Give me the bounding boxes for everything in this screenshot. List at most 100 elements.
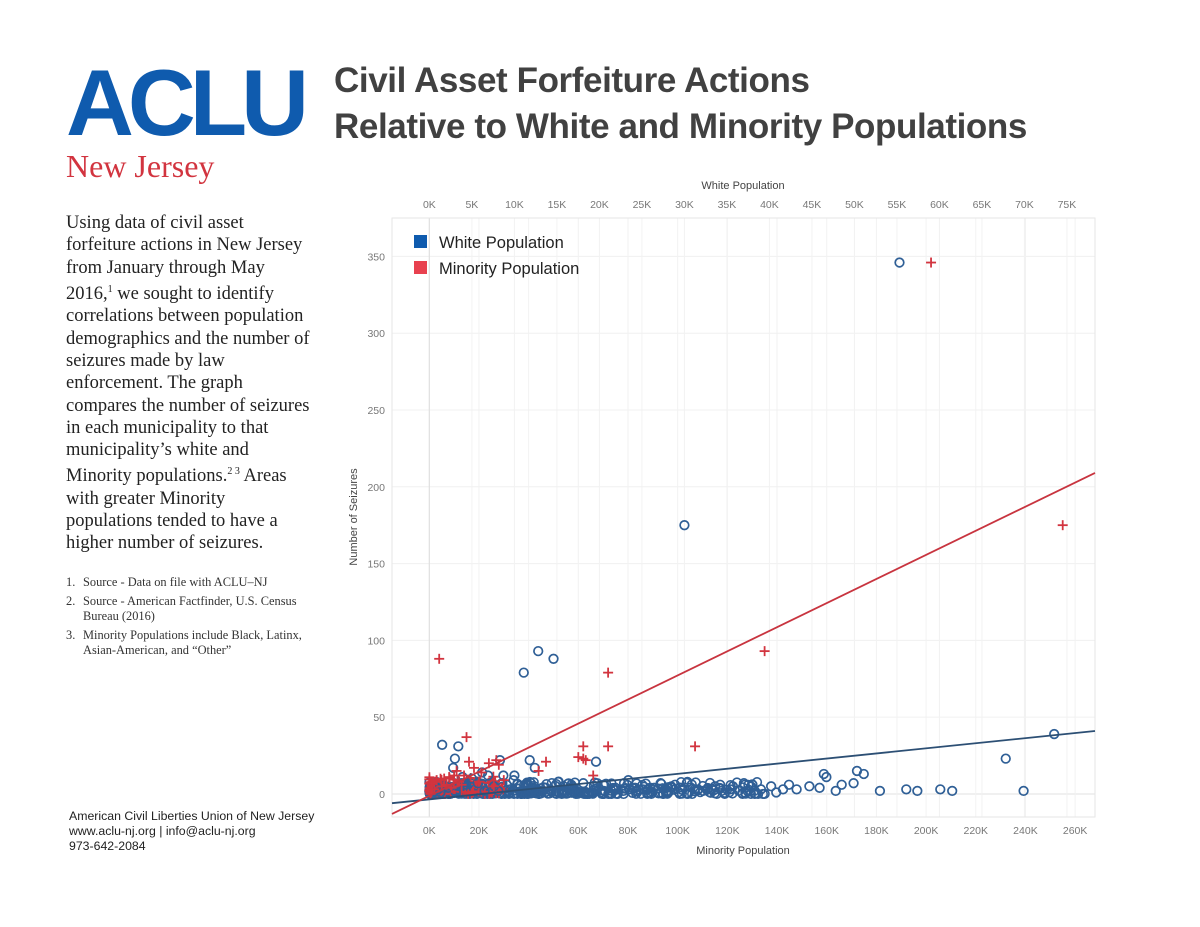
x-bottom-axis-title: Minority Population	[696, 845, 790, 857]
y-tick-label: 250	[367, 405, 385, 417]
point-white-population	[598, 785, 609, 797]
cluster-point-white	[542, 788, 553, 799]
title-line-1: Civil Asset Forfeiture Actions	[334, 61, 810, 100]
cluster-point-white	[606, 778, 617, 789]
org-name: American Civil Liberties Union of New Je…	[69, 809, 315, 823]
x-top-tick-label: 0K	[423, 199, 436, 211]
y-tick-label: 100	[367, 635, 385, 647]
point-minority-population	[533, 765, 544, 776]
plot-frame	[391, 217, 1096, 818]
x-top-tick-label: 30K	[675, 199, 694, 211]
point-white-population	[830, 785, 841, 797]
x-bottom-tick-label: 20K	[470, 825, 489, 837]
point-white-population	[662, 785, 673, 797]
x-top-tick-label: 10K	[505, 199, 524, 211]
x-top-tick-label: 15K	[548, 199, 567, 211]
y-tick-label: 0	[379, 789, 385, 801]
cluster-point-white	[757, 788, 768, 800]
cluster-point-white	[681, 777, 692, 788]
point-minority-population	[473, 776, 484, 787]
point-minority-population	[578, 741, 589, 752]
point-minority-population	[541, 756, 552, 767]
x-bottom-tick-label: 240K	[1013, 825, 1038, 837]
x-top-tick-label: 70K	[1015, 199, 1034, 211]
footnote-text: Source - American Factfinder, U.S. Censu…	[83, 594, 297, 623]
cluster-point-white	[528, 780, 539, 792]
point-white-population	[1000, 753, 1011, 764]
point-minority-population	[461, 732, 472, 743]
x-top-tick-label: 25K	[633, 199, 652, 211]
intro-paragraph: Using data of civil asset forfeiture act…	[66, 212, 316, 555]
point-minority-population	[580, 755, 591, 766]
point-white-population	[518, 667, 529, 678]
point-white-population	[709, 781, 721, 792]
x-top-tick-label: 40K	[760, 199, 779, 211]
cluster-point-white	[618, 788, 629, 800]
intro-text-b: we sought to identify correlations betwe…	[66, 284, 310, 487]
x-top-axis-ticks: 0K 5K 10K 15K 20K 25K 30K 35K 40K 45K 50K 55K 60K 65K…	[423, 199, 1076, 211]
x-bottom-tick-label: 220K	[963, 825, 988, 837]
x-top-tick-label: 5K	[465, 199, 478, 211]
page-title: Civil Asset Forfeiture Actions Relative …	[334, 58, 1027, 150]
point-white-population	[533, 645, 544, 657]
point-white-population	[935, 784, 946, 795]
point-white-population	[508, 774, 519, 786]
x-bottom-tick-label: 140K	[765, 825, 790, 837]
point-white-population	[814, 782, 825, 793]
legend: White Population Minority Population	[414, 234, 579, 278]
y-tick-label: 50	[373, 712, 385, 724]
footnote-ref-2-3: 2 3	[227, 466, 240, 478]
footnote: 2. Source - American Factfinder, U.S. Cen…	[66, 594, 326, 624]
point-minority-population	[434, 653, 445, 664]
point-minority-population	[464, 756, 475, 767]
x-top-tick-label: 60K	[930, 199, 949, 211]
footnote-number: 3.	[66, 628, 76, 642]
legend-label-minority: Minority Population	[439, 260, 579, 278]
trend-lines	[391, 472, 1096, 815]
point-minority-population	[603, 667, 614, 678]
aclu-nj-logo: ACLU New Jersey	[66, 56, 309, 185]
point-white-population	[679, 520, 690, 531]
x-top-axis-title: White Population	[701, 180, 784, 192]
x-bottom-tick-label: 40K	[519, 825, 538, 837]
point-white-population	[585, 787, 597, 798]
x-top-tick-label: 35K	[718, 199, 737, 211]
x-top-tick-label: 50K	[845, 199, 864, 211]
x-top-tick-label: 20K	[590, 199, 609, 211]
cluster-point-white	[677, 784, 688, 796]
point-white-population	[633, 784, 644, 795]
point-white-population	[509, 770, 520, 781]
x-top-tick-label: 55K	[888, 199, 907, 211]
point-white-population	[755, 784, 767, 795]
point-white-population	[449, 753, 461, 764]
cluster-point-minority	[466, 788, 477, 799]
point-white-population	[523, 787, 535, 798]
point-white-population	[453, 741, 464, 752]
point-minority-population	[498, 775, 509, 786]
point-white-population	[714, 779, 726, 790]
footnote-number: 1.	[66, 575, 76, 589]
legend-label-white: White Population	[439, 234, 564, 252]
point-white-population	[912, 785, 923, 797]
x-bottom-tick-label: 0K	[423, 825, 436, 837]
x-bottom-tick-label: 180K	[864, 825, 889, 837]
point-white-population	[733, 785, 744, 797]
point-minority-population	[456, 779, 467, 790]
y-tick-label: 350	[367, 251, 385, 263]
point-white-population	[571, 785, 582, 797]
phone-number: 973-642-2084	[69, 839, 146, 853]
trend-line-white	[391, 730, 1096, 805]
point-minority-population	[439, 773, 450, 784]
point-white-population	[479, 785, 490, 797]
footnote-number: 2.	[66, 594, 76, 608]
point-minority-population	[444, 772, 455, 783]
point-minority-population	[690, 741, 701, 752]
point-white-population	[669, 779, 681, 790]
point-white-population	[901, 784, 912, 795]
x-bottom-tick-label: 80K	[619, 825, 638, 837]
point-white-population	[557, 787, 569, 798]
y-tick-label: 150	[367, 559, 385, 571]
cluster-point-white	[541, 779, 552, 790]
point-minority-population	[431, 775, 442, 786]
contact-links: www.aclu-nj.org | info@aclu-nj.org	[69, 824, 256, 838]
